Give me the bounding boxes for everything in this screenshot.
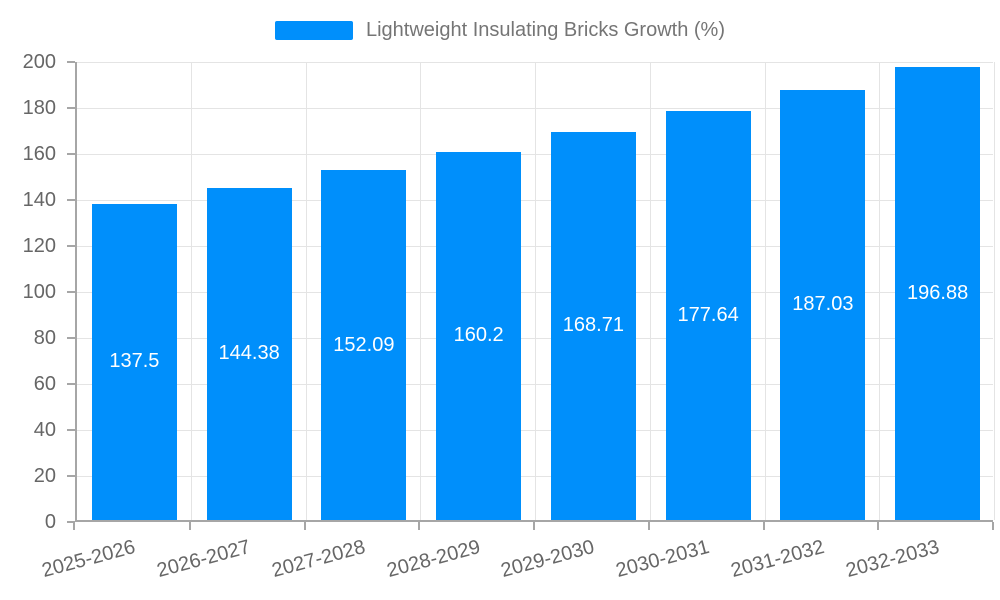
bar-2027-2028[interactable]: 152.09 xyxy=(321,170,407,520)
y-axis-tick-label: 200 xyxy=(22,51,56,73)
y-axis-tick-label: 120 xyxy=(22,235,56,257)
gridline-vertical xyxy=(420,62,422,520)
y-axis-tick xyxy=(67,107,75,109)
x-axis-tick-label: 2028-2029 xyxy=(384,536,483,583)
gridline-vertical xyxy=(764,62,766,520)
y-axis-tick-label: 140 xyxy=(22,189,56,211)
x-axis-tick-label: 2032-2033 xyxy=(843,536,942,583)
x-axis-tick xyxy=(418,522,421,530)
x-axis-tick-label: 2025-2026 xyxy=(39,536,139,583)
bar-2032-2033[interactable]: 196.88 xyxy=(895,67,981,520)
y-axis-tick-label: 60 xyxy=(33,373,56,395)
y-axis-tick xyxy=(67,291,75,293)
bar-value-label: 196.88 xyxy=(907,282,969,305)
gridline-vertical xyxy=(994,62,995,520)
gridline-vertical xyxy=(190,62,192,520)
bar-2028-2029[interactable]: 160.2 xyxy=(436,151,522,520)
y-axis-tick xyxy=(67,475,75,477)
bar-value-label: 160.2 xyxy=(453,324,504,347)
bar-2025-2026[interactable]: 137.5 xyxy=(91,203,177,520)
bar-2029-2030[interactable]: 168.71 xyxy=(550,131,636,520)
y-axis-tick xyxy=(67,245,75,247)
y-axis-tick-label: 160 xyxy=(22,143,56,165)
bar-value-label: 187.03 xyxy=(792,293,854,316)
bar-value-label: 137.5 xyxy=(109,350,160,373)
bar-value-label: 152.09 xyxy=(333,333,395,356)
bar-2026-2027[interactable]: 144.38 xyxy=(206,187,292,520)
x-axis-tick-label: 2030-2031 xyxy=(613,536,712,583)
gridline-vertical xyxy=(535,62,536,520)
y-axis-tick xyxy=(67,61,75,63)
x-axis-tick xyxy=(533,522,535,530)
bar-value-label: 144.38 xyxy=(218,342,280,365)
x-axis-tick xyxy=(647,522,650,530)
x-axis-tick xyxy=(877,522,880,530)
x-axis-tick xyxy=(303,522,306,530)
y-axis-tick xyxy=(67,429,75,431)
bar-value-label: 168.71 xyxy=(562,314,624,337)
x-axis-tick xyxy=(762,522,765,530)
y-axis-tick-label: 100 xyxy=(22,281,56,303)
y-axis-tick-label: 80 xyxy=(33,327,56,349)
gridline-vertical xyxy=(879,62,881,520)
y-axis-tick xyxy=(67,199,75,201)
bar-2031-2032[interactable]: 187.03 xyxy=(780,89,866,520)
legend-label: Lightweight Insulating Bricks Growth (%) xyxy=(365,19,726,41)
y-axis-tick xyxy=(67,337,75,339)
legend[interactable]: Lightweight Insulating Bricks Growth (%) xyxy=(0,20,1000,40)
y-axis-tick-label: 20 xyxy=(33,465,56,487)
plot-area: 137.5 144.38 152.09 160.2 168.71 177.64 187.03… xyxy=(75,62,995,522)
x-axis-tick xyxy=(992,522,994,530)
x-axis-tick xyxy=(73,522,75,530)
gridline-vertical xyxy=(649,62,651,520)
x-axis-tick-label: 2029-2030 xyxy=(498,536,598,583)
x-axis-tick xyxy=(188,522,191,530)
gridline-vertical xyxy=(305,62,307,520)
x-axis-tick-label: 2027-2028 xyxy=(269,536,368,583)
x-axis-tick-label: 2026-2027 xyxy=(154,536,253,583)
bar-2030-2031[interactable]: 177.64 xyxy=(665,111,751,520)
y-axis-tick-label: 40 xyxy=(33,419,56,441)
bar-value-label: 177.64 xyxy=(677,304,739,327)
y-axis-tick-label: 180 xyxy=(22,97,56,119)
x-axis-tick-label: 2031-2032 xyxy=(728,536,827,583)
y-axis-tick xyxy=(67,521,75,523)
y-axis-tick-label: 0 xyxy=(44,511,56,533)
y-axis-tick xyxy=(67,383,75,385)
legend-swatch-icon xyxy=(274,20,353,40)
y-axis-tick xyxy=(67,153,75,155)
